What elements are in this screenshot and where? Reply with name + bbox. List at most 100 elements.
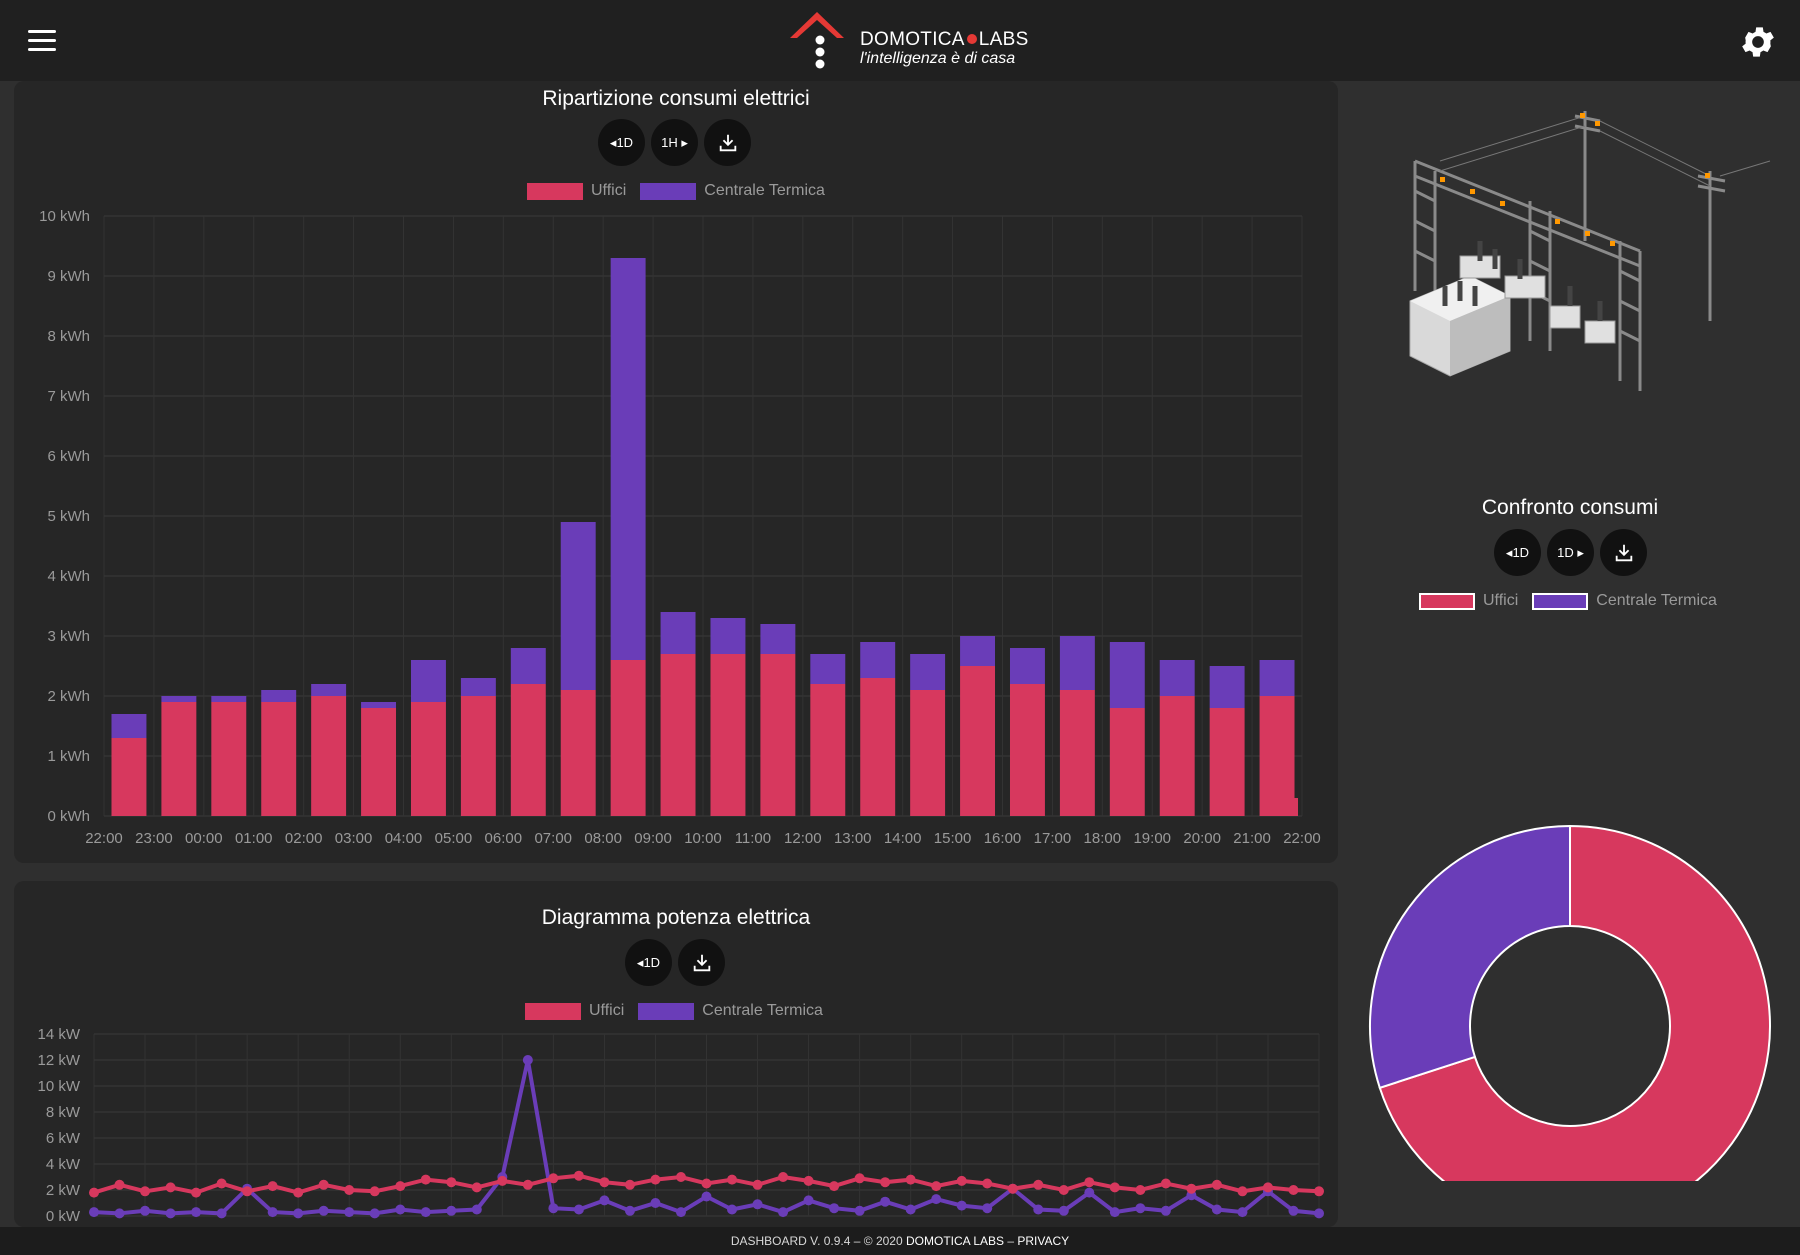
bar-centrale-termica[interactable]	[111, 714, 147, 738]
data-point[interactable]	[675, 1172, 686, 1182]
download-icon[interactable]	[704, 119, 751, 166]
bar-centrale-termica[interactable]	[161, 696, 197, 702]
data-point[interactable]	[395, 1204, 406, 1215]
bar-centrale-termica[interactable]	[760, 624, 796, 654]
data-point[interactable]	[1160, 1178, 1171, 1189]
data-point[interactable]	[701, 1178, 712, 1189]
data-point[interactable]	[778, 1172, 789, 1182]
data-point[interactable]	[1314, 1186, 1324, 1197]
data-point[interactable]	[522, 1179, 533, 1190]
data-point[interactable]	[829, 1181, 840, 1192]
bar-centrale-termica[interactable]	[1159, 660, 1195, 696]
data-point[interactable]	[165, 1182, 176, 1193]
data-point[interactable]	[1084, 1177, 1095, 1188]
bar-centrale-termica[interactable]	[311, 684, 347, 696]
data-point[interactable]	[599, 1177, 610, 1188]
data-point[interactable]	[1135, 1185, 1146, 1195]
next-day-button[interactable]: 1D ▸	[1547, 529, 1594, 576]
bar-uffici[interactable]	[660, 654, 696, 816]
data-point[interactable]	[931, 1181, 942, 1192]
data-point[interactable]	[573, 1170, 584, 1181]
bar-uffici[interactable]	[1209, 708, 1245, 816]
bar-centrale-termica[interactable]	[910, 654, 946, 690]
data-point[interactable]	[140, 1186, 151, 1197]
data-point[interactable]	[548, 1203, 559, 1214]
data-point[interactable]	[1314, 1208, 1324, 1219]
data-point[interactable]	[1109, 1182, 1120, 1193]
hamburger-icon[interactable]	[28, 30, 56, 52]
data-point[interactable]	[1109, 1207, 1120, 1218]
data-point[interactable]	[267, 1207, 278, 1218]
bar-centrale-termica[interactable]	[460, 678, 496, 696]
data-point[interactable]	[956, 1175, 967, 1186]
data-point[interactable]	[344, 1185, 355, 1195]
bar-uffici[interactable]	[361, 708, 397, 816]
legend-centrale-termica[interactable]: Centrale Termica	[1532, 592, 1717, 610]
data-point[interactable]	[1135, 1203, 1146, 1214]
bar-centrale-termica[interactable]	[1259, 660, 1295, 696]
data-point[interactable]	[803, 1195, 814, 1206]
data-point[interactable]	[242, 1186, 253, 1197]
legend-centrale-termica[interactable]: Centrale Termica	[640, 182, 825, 200]
bar-centrale-termica[interactable]	[510, 648, 546, 684]
data-point[interactable]	[1211, 1179, 1222, 1190]
data-point[interactable]	[778, 1207, 789, 1218]
data-point[interactable]	[293, 1187, 304, 1198]
data-point[interactable]	[803, 1175, 814, 1186]
bar-centrale-termica[interactable]	[410, 660, 446, 702]
prev-day-button[interactable]: ◂1D	[1494, 529, 1541, 576]
data-point[interactable]	[905, 1174, 916, 1185]
data-point[interactable]	[318, 1205, 329, 1216]
data-point[interactable]	[1033, 1204, 1044, 1215]
data-point[interactable]	[727, 1204, 738, 1215]
data-point[interactable]	[1262, 1182, 1273, 1193]
data-point[interactable]	[369, 1186, 380, 1197]
data-point[interactable]	[650, 1198, 661, 1208]
data-point[interactable]	[752, 1199, 763, 1210]
data-point[interactable]	[752, 1179, 763, 1190]
data-point[interactable]	[191, 1207, 202, 1218]
footer-privacy-link[interactable]: PRIVACY	[1017, 1234, 1070, 1248]
bar-centrale-termica[interactable]	[860, 642, 896, 678]
data-point[interactable]	[114, 1179, 125, 1190]
data-point[interactable]	[497, 1175, 508, 1186]
bar-uffici[interactable]	[311, 696, 347, 816]
bar-uffici[interactable]	[710, 654, 746, 816]
data-point[interactable]	[140, 1205, 151, 1216]
prev-day-button[interactable]: ◂1D	[625, 939, 672, 986]
data-point[interactable]	[446, 1205, 457, 1216]
download-icon[interactable]	[1600, 529, 1647, 576]
next-hour-button[interactable]: 1H ▸	[651, 119, 698, 166]
bar-uffici[interactable]	[1259, 696, 1295, 816]
data-point[interactable]	[522, 1055, 533, 1065]
data-point[interactable]	[1186, 1183, 1197, 1194]
data-point[interactable]	[165, 1208, 176, 1219]
bar-centrale-termica[interactable]	[1209, 666, 1245, 708]
bar-uffici[interactable]	[410, 702, 446, 816]
data-point[interactable]	[1288, 1185, 1299, 1195]
data-point[interactable]	[854, 1173, 865, 1184]
data-point[interactable]	[395, 1181, 406, 1192]
bar-centrale-termica[interactable]	[560, 522, 596, 690]
bar-centrale-termica[interactable]	[660, 612, 696, 654]
data-point[interactable]	[624, 1179, 635, 1190]
data-point[interactable]	[982, 1203, 993, 1214]
data-point[interactable]	[880, 1196, 891, 1207]
data-point[interactable]	[1288, 1205, 1299, 1216]
data-point[interactable]	[344, 1207, 355, 1218]
data-point[interactable]	[216, 1208, 227, 1219]
bar-uffici[interactable]	[610, 660, 646, 816]
data-point[interactable]	[114, 1208, 125, 1219]
data-point[interactable]	[650, 1174, 661, 1185]
bar-centrale-termica[interactable]	[1109, 642, 1145, 708]
bar-uffici[interactable]	[211, 702, 247, 816]
data-point[interactable]	[420, 1174, 431, 1185]
data-point[interactable]	[982, 1178, 993, 1189]
bar-uffici[interactable]	[760, 654, 796, 816]
data-point[interactable]	[880, 1177, 891, 1188]
data-point[interactable]	[854, 1205, 865, 1216]
bar-uffici[interactable]	[560, 690, 596, 816]
prev-day-button[interactable]: ◂1D	[598, 119, 645, 166]
data-point[interactable]	[1084, 1187, 1095, 1198]
data-point[interactable]	[369, 1208, 380, 1219]
